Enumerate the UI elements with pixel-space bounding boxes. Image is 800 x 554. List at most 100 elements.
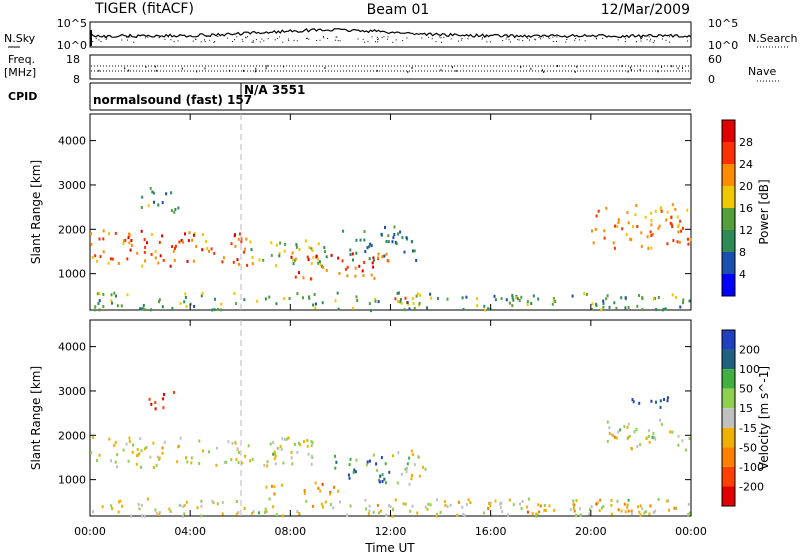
nsearch-point — [195, 39, 197, 40]
heatmap-cell — [347, 473, 350, 477]
heatmap-cell — [312, 303, 315, 307]
heatmap-cell — [124, 238, 127, 242]
heatmap-cell — [205, 240, 208, 243]
nsearch-point — [654, 40, 655, 42]
heatmap-cell — [583, 292, 586, 296]
heatmap-cell — [150, 308, 153, 312]
heatmap-cell — [652, 511, 655, 514]
nsearch-point — [527, 37, 529, 39]
nsearch-point — [121, 39, 123, 41]
nsearch-point — [575, 38, 577, 39]
heatmap-cell — [617, 218, 620, 222]
nsearch-point — [259, 41, 261, 43]
colorbar-segment — [722, 408, 735, 428]
heatmap-cell — [354, 266, 357, 270]
heatmap-cell — [102, 250, 105, 254]
heatmap-cell — [520, 507, 523, 510]
heatmap-cell — [489, 501, 492, 505]
heatmap-cell — [469, 501, 472, 504]
heatmap-cell — [96, 459, 98, 463]
heatmap-cell — [178, 240, 181, 244]
heatmap-cell — [368, 504, 371, 508]
heatmap-cell — [139, 307, 142, 311]
nsearch-point — [261, 38, 263, 40]
nsearch-point — [164, 38, 166, 40]
heatmap-cell — [213, 308, 216, 312]
heatmap-cell — [682, 298, 685, 302]
heatmap-cell — [140, 307, 143, 311]
nsearch-point — [378, 38, 380, 40]
heatmap-cell — [465, 295, 468, 299]
heatmap-cell — [600, 308, 603, 312]
heatmap-cell — [211, 499, 214, 503]
freq-spikes — [98, 65, 683, 73]
heatmap-cell — [636, 445, 639, 449]
beam-title: Beam 01 — [367, 2, 430, 18]
nsearch-point — [277, 38, 279, 39]
heatmap-cell — [437, 297, 439, 301]
heatmap-cell — [140, 206, 143, 209]
heatmap-cell — [183, 504, 186, 507]
nsearch-point — [623, 36, 625, 38]
heatmap-cell — [666, 396, 669, 400]
heatmap-cell — [418, 301, 421, 305]
heatmap-cell — [291, 258, 294, 262]
heatmap-cell — [294, 275, 297, 279]
heatmap-cell — [399, 300, 402, 304]
heatmap-cell — [123, 239, 125, 243]
heatmap-cell — [671, 293, 674, 297]
heatmap-cell — [670, 215, 673, 219]
heatmap-cell — [650, 223, 653, 227]
heatmap-cell — [676, 240, 679, 244]
power-colorbar: 4 8 12 16 20 24 28 — [721, 119, 753, 297]
heatmap-cell — [674, 207, 677, 211]
heatmap-cell — [511, 304, 514, 308]
heatmap-cell — [633, 430, 636, 434]
heatmap-cell — [125, 442, 128, 446]
velocity-panel-frame — [89, 319, 692, 517]
heatmap-cell — [318, 260, 321, 264]
heatmap-cell — [284, 242, 287, 246]
heatmap-cell — [363, 238, 366, 242]
heatmap-cell — [127, 459, 130, 463]
power-y-axis: 1000 2000 3000 4000 — [58, 135, 691, 281]
heatmap-cell — [627, 498, 630, 502]
heatmap-cell — [476, 304, 479, 308]
heatmap-cell — [624, 296, 627, 300]
heatmap-cell — [630, 512, 633, 515]
heatmap-cell — [413, 306, 416, 310]
nsearch-point — [624, 41, 626, 43]
heatmap-cell — [341, 259, 344, 263]
heatmap-cell — [187, 239, 190, 243]
freq-spike — [639, 68, 641, 71]
heatmap-cell — [596, 501, 599, 505]
heatmap-cell — [641, 308, 644, 312]
heatmap-cell — [647, 429, 650, 433]
heatmap-cell — [554, 300, 557, 303]
nsearch-point — [509, 41, 511, 43]
heatmap-cell — [334, 454, 336, 458]
heatmap-cell — [671, 225, 674, 228]
nsearch-label: N.Search — [748, 32, 798, 45]
heatmap-cell — [516, 297, 519, 301]
heatmap-cell — [279, 445, 282, 449]
heatmap-cell — [591, 307, 593, 311]
heatmap-cell — [392, 236, 395, 240]
colorbar-tick-label: 15 — [739, 402, 753, 415]
heatmap-cell — [407, 302, 410, 306]
colorbar-segment — [722, 142, 735, 164]
heatmap-cell — [416, 511, 419, 515]
nsearch-point — [226, 37, 228, 39]
heatmap-cell — [264, 507, 267, 511]
heatmap-cell — [161, 234, 164, 238]
nsearch-point — [489, 41, 491, 43]
heatmap-cell — [659, 418, 662, 422]
heatmap-cell — [138, 452, 141, 456]
heatmap-cell — [177, 206, 180, 210]
heatmap-cell — [616, 499, 619, 503]
heatmap-cell — [626, 211, 629, 215]
heatmap-cell — [679, 305, 682, 309]
heatmap-cell — [308, 246, 311, 250]
colorbar-tick-label: 8 — [739, 246, 746, 259]
